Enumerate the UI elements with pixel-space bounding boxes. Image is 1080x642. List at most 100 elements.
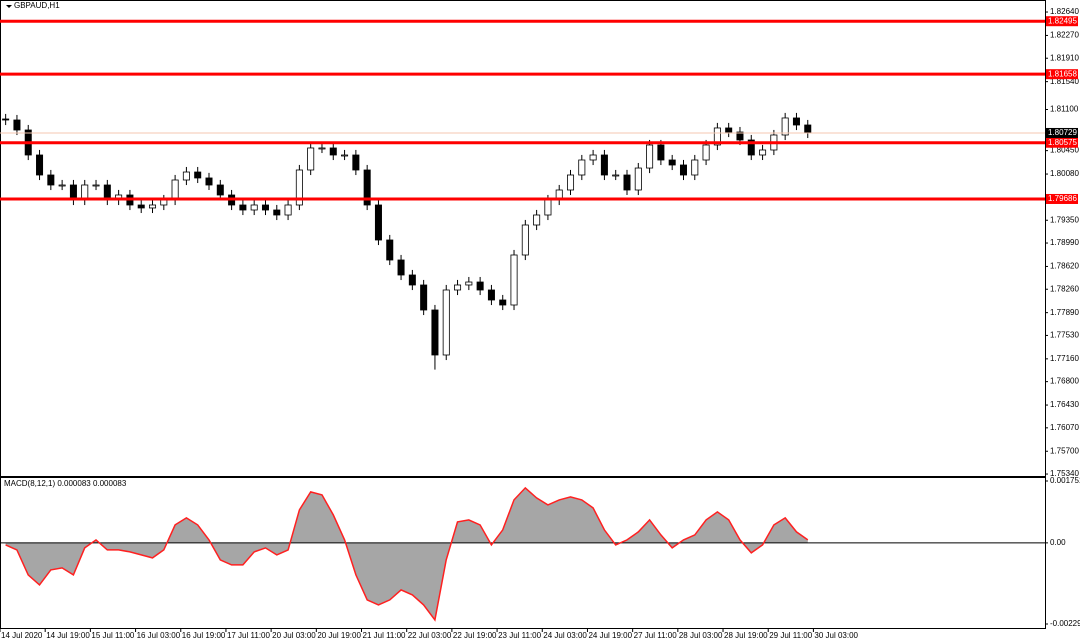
- current-price-box: [1046, 127, 1078, 138]
- macd-panel-frame: [0, 477, 1046, 629]
- x-tick-label: 28 Jul 03:00: [679, 631, 723, 640]
- y-tick-label: 1.77530: [1050, 331, 1079, 340]
- y-tick-label: 1.81100: [1050, 105, 1079, 114]
- candle-body: [623, 174, 631, 191]
- y-tick-label: -0.002296: [1050, 619, 1080, 628]
- x-tick-label: 17 Jul 11:00: [227, 631, 271, 640]
- candle-body: [194, 171, 202, 179]
- x-tick-label: 30 Jul 03:00: [814, 631, 858, 640]
- x-tick-label: 20 Jul 03:00: [272, 631, 316, 640]
- candle-body: [363, 169, 371, 206]
- y-tick-label: 1.78620: [1050, 262, 1079, 271]
- candle-body: [397, 259, 405, 276]
- candle-body: [804, 124, 812, 134]
- y-tick-label: 1.76070: [1050, 423, 1079, 432]
- x-tick-label: 14 Jul 19:00: [46, 631, 90, 640]
- y-tick-label: 1.82640: [1050, 7, 1079, 16]
- x-tick-label: 14 Jul 2020: [1, 631, 43, 640]
- price-panel-frame: [0, 0, 1046, 477]
- candle-body: [736, 131, 744, 141]
- candle-body: [36, 154, 44, 176]
- candle-body: [476, 281, 484, 291]
- macd-title: MACD(8,12,1) 0.000083 0.000083: [4, 479, 127, 488]
- y-tick-label: 1.81540: [1050, 77, 1079, 86]
- candle-body: [792, 117, 800, 126]
- level-label-box: [1046, 193, 1078, 204]
- candle-body: [657, 144, 665, 161]
- candle-body: [149, 204, 157, 209]
- candle-body: [747, 139, 755, 156]
- candle-body: [781, 117, 789, 136]
- y-tick-label: 1.81910: [1050, 53, 1079, 62]
- candle-body: [261, 204, 269, 211]
- level-label-box: [1046, 69, 1078, 80]
- y-tick-label: 0.00: [1050, 538, 1066, 547]
- candle-body: [160, 199, 168, 206]
- x-tick-label: 24 Jul 03:00: [543, 631, 587, 640]
- candle-body: [13, 119, 21, 131]
- candle-body: [2, 118, 10, 121]
- candle-body: [533, 214, 541, 226]
- candle-body: [137, 204, 145, 209]
- level-label-box: [1046, 16, 1078, 27]
- candle-body: [374, 204, 382, 241]
- candle-body: [442, 289, 450, 356]
- candle-body: [578, 159, 586, 176]
- candle-body: [646, 144, 654, 169]
- candle-body: [465, 281, 473, 286]
- candle-body: [250, 204, 258, 211]
- candle-body: [567, 174, 575, 191]
- macd-area: [5, 487, 808, 620]
- x-tick-label: 20 Jul 19:00: [317, 631, 361, 640]
- candle-body: [307, 147, 315, 171]
- candle-body: [92, 184, 100, 187]
- candle-body: [499, 299, 507, 306]
- candle-body: [702, 144, 710, 161]
- candle-body: [239, 204, 247, 211]
- candle-body: [510, 254, 518, 306]
- candle-body: [216, 184, 224, 196]
- candle-body: [318, 147, 326, 150]
- level-label: 1.80575: [1048, 138, 1077, 147]
- current-price-label: 1.80729: [1048, 128, 1077, 137]
- y-tick-label: 1.76800: [1050, 377, 1079, 386]
- macd-line: [5, 486, 809, 622]
- candle-body: [431, 309, 439, 356]
- y-tick-label: 1.75700: [1050, 446, 1079, 455]
- menu-arrow[interactable]: [6, 5, 12, 8]
- level-label: 1.79686: [1048, 194, 1077, 203]
- candle-body: [713, 127, 721, 146]
- x-tick-label: 28 Jul 19:00: [724, 631, 768, 640]
- candle-body: [759, 149, 767, 156]
- y-tick-label: 1.77160: [1050, 354, 1079, 363]
- y-tick-label: 1.77890: [1050, 308, 1079, 317]
- x-tick-label: 29 Jul 11:00: [769, 631, 813, 640]
- y-tick-label: 1.82270: [1050, 31, 1079, 40]
- candle-body: [600, 154, 608, 176]
- candle-body: [679, 164, 687, 176]
- y-tick-label: 1.80080: [1050, 169, 1079, 178]
- y-tick-label: 1.80450: [1050, 146, 1079, 155]
- x-tick-label: 24 Jul 19:00: [588, 631, 632, 640]
- candle-body: [454, 284, 462, 291]
- x-tick-label: 22 Jul 19:00: [453, 631, 497, 640]
- x-tick-label: 27 Jul 11:00: [634, 631, 678, 640]
- x-tick-label: 16 Jul 03:00: [137, 631, 181, 640]
- x-tick-label: 16 Jul 19:00: [182, 631, 226, 640]
- y-tick-label: 1.78990: [1050, 238, 1079, 247]
- candle-body: [487, 289, 495, 301]
- candle-body: [58, 184, 66, 187]
- candle-body: [386, 239, 394, 261]
- x-tick-label: 21 Jul 11:00: [363, 631, 407, 640]
- y-tick-label: 1.78260: [1050, 284, 1079, 293]
- candle-body: [341, 154, 349, 157]
- x-tick-label: 22 Jul 03:00: [408, 631, 452, 640]
- candle-body: [668, 159, 676, 166]
- y-tick-label: 1.79350: [1050, 215, 1079, 224]
- candle-body: [420, 284, 428, 311]
- x-tick-label: 15 Jul 11:00: [91, 631, 135, 640]
- candle-body: [47, 174, 55, 186]
